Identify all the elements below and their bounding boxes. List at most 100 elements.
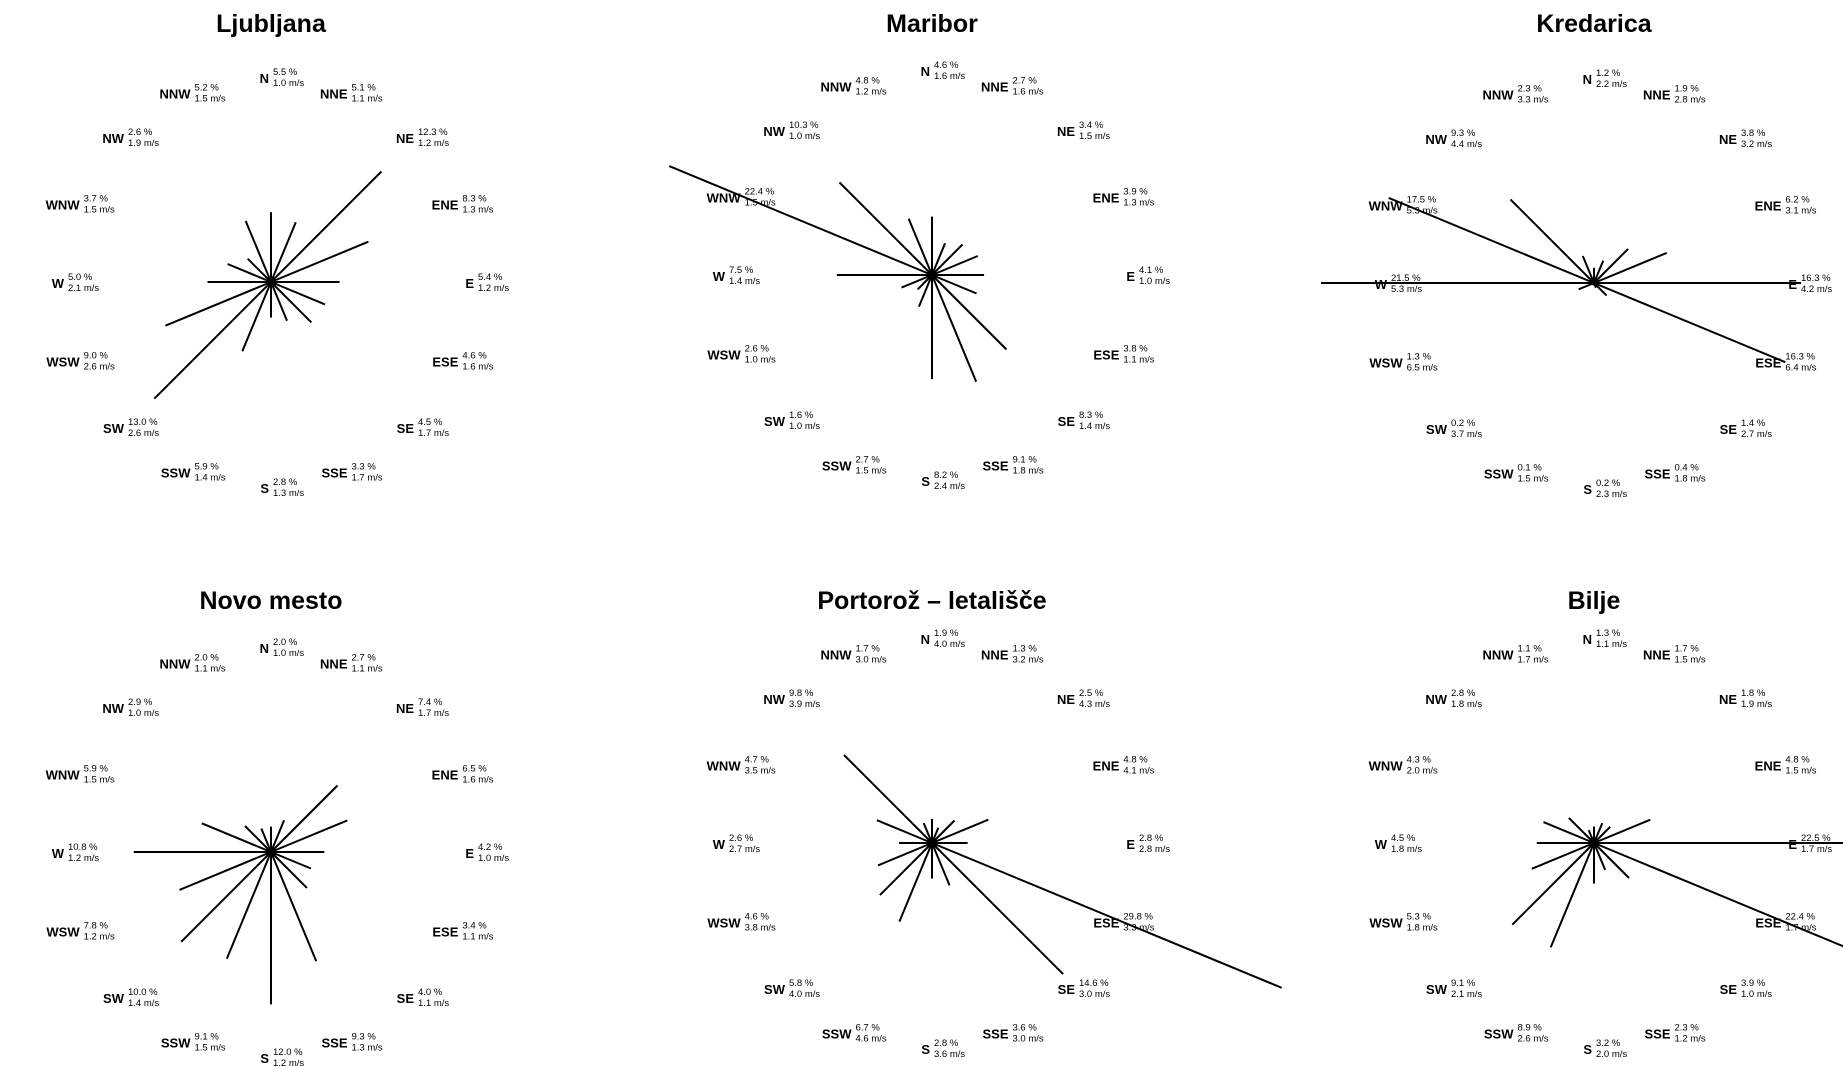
speed-label: 1.0 m/s — [273, 648, 304, 659]
direction-label: WNW — [1369, 759, 1404, 774]
speed-label: 1.0 m/s — [789, 131, 820, 142]
frequency-label: 6.2 % — [1785, 195, 1810, 206]
direction-label: SE — [397, 421, 415, 436]
frequency-label: 4.6 % — [462, 351, 487, 362]
speed-label: 1.7 m/s — [352, 472, 383, 483]
speed-label: 1.0 m/s — [1139, 276, 1170, 287]
direction-label: NW — [102, 701, 124, 716]
rose-ray-nne — [931, 242, 947, 276]
rose-ray-sw — [916, 274, 933, 291]
direction-label: NNW — [159, 87, 191, 102]
frequency-label: 3.9 % — [1741, 978, 1766, 989]
frequency-label: 6.5 % — [462, 764, 487, 775]
speed-label: 1.2 m/s — [273, 1058, 304, 1067]
direction-label: WSW — [707, 916, 741, 931]
speed-label: 1.2 m/s — [418, 138, 449, 149]
speed-label: 1.1 m/s — [462, 932, 493, 943]
rose-ray-ene — [270, 240, 369, 283]
rose-ray-wsw — [1578, 282, 1595, 291]
speed-label: 1.4 m/s — [729, 276, 760, 287]
direction-label: S — [921, 474, 930, 489]
direction-label: NNW — [1482, 88, 1514, 103]
speed-label: 1.6 m/s — [934, 71, 965, 82]
frequency-label: 4.0 % — [418, 987, 443, 998]
speed-label: 1.5 m/s — [195, 94, 226, 105]
direction-label: SW — [103, 421, 125, 436]
frequency-label: 3.8 % — [1741, 128, 1766, 139]
rose-ray-sw — [180, 851, 272, 943]
speed-label: 5.3 m/s — [1407, 206, 1438, 217]
direction-label: SE — [1720, 982, 1738, 997]
direction-label: NNE — [1643, 88, 1671, 103]
frequency-label: 9.1 % — [195, 1031, 220, 1042]
direction-label: NW — [102, 131, 124, 146]
rose-ray-sse — [931, 842, 951, 886]
frequency-label: 17.5 % — [1407, 195, 1437, 206]
direction-label: SSE — [982, 1026, 1008, 1041]
rose-ray-sw — [153, 281, 272, 400]
rose-ray-sw — [879, 842, 933, 896]
direction-label: E — [465, 846, 474, 861]
rose-ray-ssw — [1549, 842, 1595, 948]
speed-label: 1.5 m/s — [1079, 131, 1110, 142]
frequency-label: 10.0 % — [128, 987, 158, 998]
frequency-label: 1.7 % — [856, 644, 881, 655]
rose-ray-wnw — [201, 822, 272, 853]
rose-ray-ese — [1593, 842, 1843, 948]
frequency-label: 12.0 % — [273, 1047, 303, 1058]
frequency-label: 7.8 % — [84, 921, 109, 932]
direction-label: NNW — [820, 80, 852, 95]
rose-ray-ene — [1593, 818, 1651, 844]
rose-title: Ljubljana — [216, 10, 327, 38]
direction-label: NE — [1057, 124, 1075, 139]
frequency-label: 8.2 % — [934, 470, 959, 481]
rose-ray-ene — [931, 818, 989, 844]
direction-label: WNW — [1369, 199, 1404, 214]
rose-ray-ssw — [917, 274, 933, 308]
speed-label: 1.5 m/s — [745, 198, 776, 209]
rose-ray-nw — [843, 754, 933, 844]
speed-label: 2.0 m/s — [1596, 1049, 1627, 1060]
direction-label: N — [921, 632, 930, 647]
direction-label: W — [713, 837, 726, 852]
frequency-label: 4.6 % — [934, 60, 959, 71]
direction-label: W — [52, 846, 65, 861]
speed-label: 2.8 m/s — [1675, 95, 1706, 106]
rose-ray-wnw — [876, 819, 933, 844]
speed-label: 6.4 m/s — [1785, 363, 1816, 374]
frequency-label: 4.1 % — [1139, 265, 1164, 276]
frequency-label: 0.4 % — [1675, 462, 1700, 473]
direction-label: SE — [1720, 422, 1738, 437]
frequency-label: 2.5 % — [1079, 688, 1104, 699]
direction-label: ESE — [1093, 348, 1119, 363]
rose-title: Kredarica — [1536, 10, 1652, 38]
speed-label: 4.4 m/s — [1451, 139, 1482, 150]
frequency-label: 9.1 % — [1013, 454, 1038, 465]
speed-label: 4.2 m/s — [1801, 284, 1832, 295]
speed-label: 1.5 m/s — [1785, 766, 1816, 777]
speed-label: 2.7 m/s — [1741, 429, 1772, 440]
direction-label: SSW — [1484, 466, 1514, 481]
rose-ray-wnw — [1543, 821, 1595, 844]
frequency-label: 8.3 % — [462, 194, 487, 205]
speed-label: 1.5 m/s — [195, 1042, 226, 1053]
rose-ray-nne — [931, 827, 940, 844]
rose-ray-ene — [1593, 251, 1668, 284]
frequency-label: 5.1 % — [352, 83, 377, 94]
direction-label: SSW — [822, 1026, 852, 1041]
rose-ray-nne — [1593, 260, 1605, 284]
speed-label: 2.6 m/s — [128, 428, 159, 439]
rose-ray-nnw — [1587, 829, 1595, 844]
direction-label: NNE — [320, 87, 348, 102]
frequency-label: 13.0 % — [128, 417, 158, 428]
rose-ray-ese — [931, 842, 1283, 989]
direction-label: ENE — [1755, 759, 1782, 774]
frequency-label: 2.7 % — [1013, 76, 1038, 87]
direction-label: NE — [1719, 132, 1737, 147]
speed-label: 1.8 m/s — [1675, 473, 1706, 484]
rose-ray-ne — [1593, 248, 1629, 284]
direction-label: NW — [1425, 132, 1447, 147]
direction-label: ESE — [432, 355, 458, 370]
